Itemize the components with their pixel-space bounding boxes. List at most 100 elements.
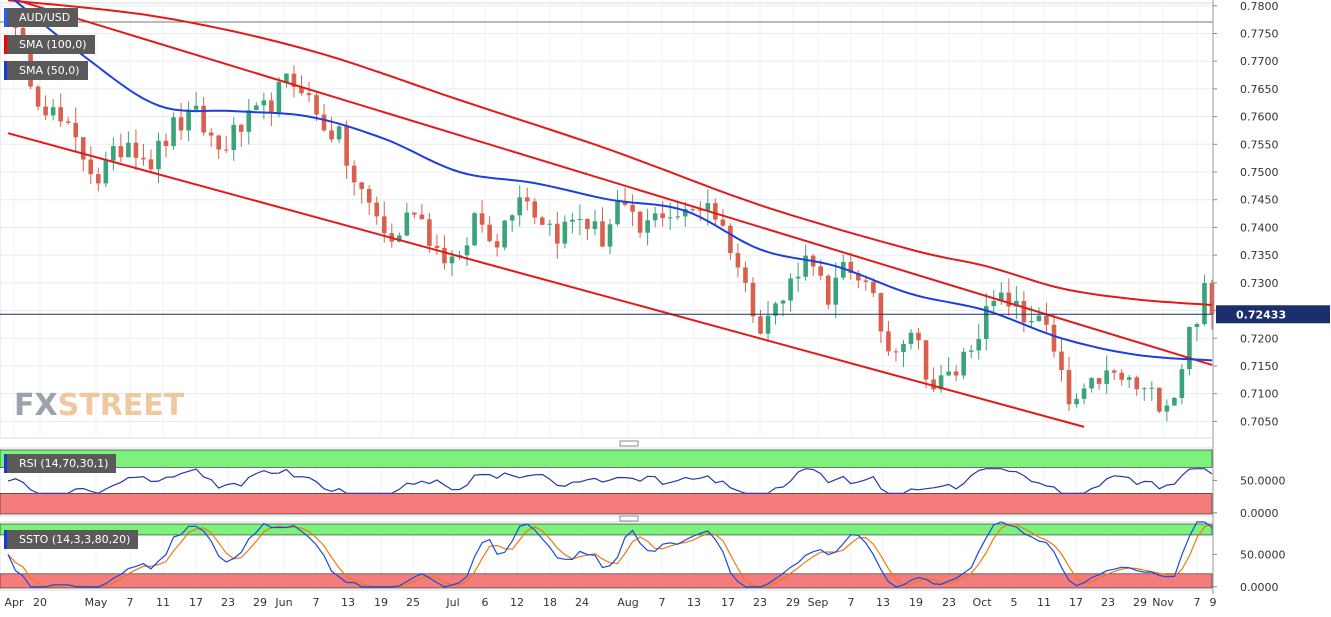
candle-body — [118, 146, 124, 158]
price-tick-label: 0.7300 — [1240, 277, 1279, 290]
candle-body — [1081, 388, 1087, 399]
candle-body — [35, 86, 41, 107]
rsi-line — [7, 468, 1213, 494]
candle-body — [1066, 370, 1072, 405]
candle-body — [1141, 388, 1147, 390]
price-tick-label: 0.7600 — [1240, 111, 1279, 124]
candle-body — [968, 350, 974, 352]
candle-body — [276, 82, 282, 114]
rsi-oversold-band — [0, 493, 1213, 515]
candle-body — [524, 197, 530, 202]
candle-body — [961, 351, 966, 376]
symbol-tag[interactable]: AUD/USD — [4, 8, 79, 27]
x-axis-label: Nov — [1152, 596, 1174, 609]
candle-body — [329, 130, 334, 140]
candle-body — [720, 219, 726, 226]
price-panel-bg — [0, 2, 1214, 439]
candle-body — [442, 247, 447, 264]
ssto-tag[interactable]: SSTO (14,3,3,80,20) — [4, 530, 139, 549]
candle-body — [1111, 370, 1117, 373]
candle-body — [1044, 315, 1049, 325]
candle-body — [1194, 323, 1200, 328]
candle-body — [863, 280, 869, 282]
candle-body — [449, 256, 455, 264]
price-tick-label: 0.7050 — [1240, 415, 1279, 428]
candle-body — [13, 26, 18, 28]
candle-body — [1096, 378, 1102, 384]
x-axis-label: 7 — [127, 596, 134, 609]
x-axis-label: 12 — [510, 596, 524, 609]
candle-body — [397, 235, 402, 242]
candle-body — [750, 282, 756, 317]
sma100-line — [7, 0, 1213, 306]
candle-body — [645, 220, 650, 233]
candle-body — [193, 105, 199, 110]
x-axis-label: Jun — [274, 596, 292, 609]
candle-body — [141, 157, 146, 160]
candle-body — [314, 95, 319, 115]
candle-body — [299, 86, 304, 94]
candle-body — [269, 100, 274, 114]
candle-body — [916, 332, 921, 341]
candle-body — [562, 221, 568, 244]
candle-body — [547, 223, 553, 225]
candle-body — [788, 278, 793, 301]
candle-body — [434, 245, 440, 248]
sma100-tag[interactable]: SMA (100,0) — [4, 35, 95, 54]
candle-body — [999, 292, 1004, 301]
sma50-tag[interactable]: SMA (50,0) — [4, 61, 88, 80]
candle-body — [186, 109, 191, 131]
candle-body — [502, 220, 507, 248]
x-axis-label: 25 — [406, 596, 420, 609]
candle-body — [592, 221, 598, 230]
candle-body — [412, 212, 417, 215]
price-tick-label: 0.7350 — [1240, 249, 1279, 262]
candle-body — [216, 135, 221, 150]
channel-lower-line — [7, 132, 1085, 428]
candle-body — [254, 105, 259, 111]
brand-street: STREET — [57, 388, 185, 423]
candle-body — [630, 204, 635, 212]
candle-body — [577, 218, 583, 220]
candle-body — [555, 223, 560, 244]
x-axis-label: 5 — [1011, 596, 1018, 609]
last-price-badge — [1216, 305, 1330, 324]
candle-body — [1006, 292, 1012, 307]
candle-body — [359, 182, 364, 189]
candle-body — [509, 215, 515, 221]
price-tick-label: 0.7150 — [1240, 360, 1279, 373]
x-axis-label: 19 — [909, 596, 923, 609]
price-rsi-splitter — [619, 440, 639, 447]
candle-body — [682, 209, 688, 217]
channel-upper-line — [12, 0, 1213, 366]
candle-body — [261, 100, 267, 106]
candle-body — [103, 160, 109, 184]
candle-body — [133, 142, 139, 158]
candle-body — [58, 107, 63, 122]
x-axis-label: 17 — [1069, 596, 1083, 609]
rsi-tag[interactable]: RSI (14,70,30,1) — [4, 454, 117, 473]
sma50-line — [12, 0, 1213, 362]
candle-body — [539, 217, 545, 225]
candle-body — [758, 316, 763, 334]
candle-body — [833, 277, 839, 305]
ssto-overbought-band — [0, 523, 1213, 536]
candle-body — [690, 209, 696, 211]
candle-body — [698, 209, 703, 211]
x-axis-label: 11 — [156, 596, 170, 609]
candle-body — [728, 225, 733, 254]
x-axis-label: 9 — [1210, 596, 1217, 609]
candle-body — [291, 73, 297, 87]
price-tick-label: 0.7100 — [1240, 388, 1279, 401]
x-axis-label: 29 — [1133, 596, 1147, 609]
candle-body — [427, 219, 432, 246]
last-price-label: 0.72433 — [1236, 308, 1286, 321]
x-axis-label: 7 — [848, 596, 855, 609]
candle-body — [1021, 301, 1027, 323]
candle-body — [464, 245, 470, 256]
ssto-d-line — [7, 523, 1213, 588]
candle-body — [622, 201, 628, 205]
candle-body — [848, 261, 854, 274]
candle-body — [840, 261, 846, 278]
